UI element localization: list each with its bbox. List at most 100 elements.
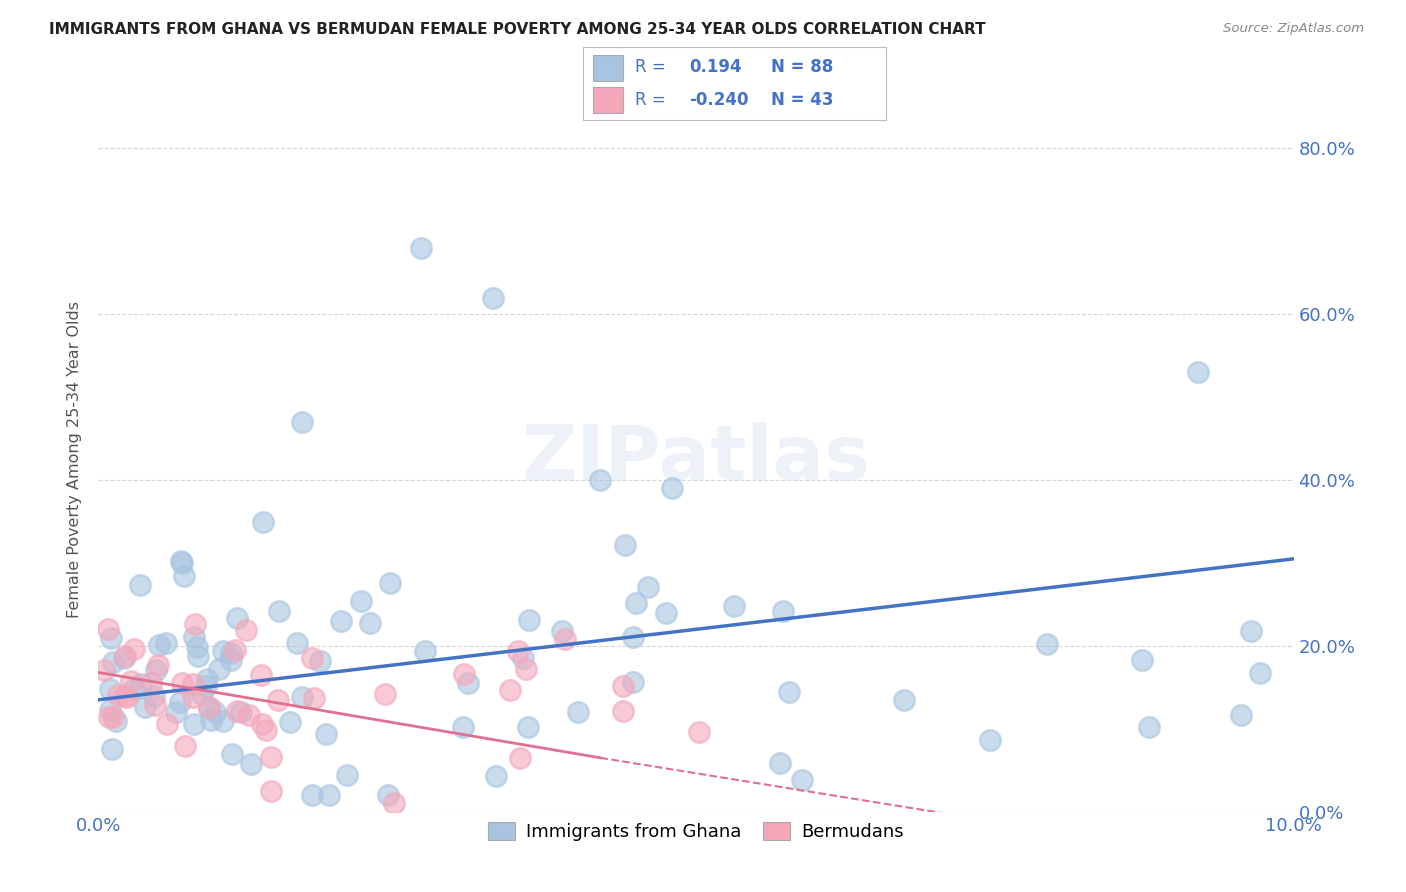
Point (304, 690, 326, 705)
Text: N = 88: N = 88 (770, 58, 834, 77)
Point (145, 663, 167, 677)
Point (98, 710, 121, 724)
Point (238, 708, 260, 723)
Point (173, 569, 195, 583)
Point (143, 690, 166, 704)
Point (979, 733, 1001, 747)
Point (482, 291, 505, 305)
Text: R =: R = (636, 91, 665, 109)
Point (621, 630, 644, 644)
Point (174, 739, 197, 753)
Point (148, 638, 170, 652)
Point (139, 676, 162, 690)
Point (131, 677, 153, 691)
Point (655, 606, 678, 620)
Point (661, 482, 683, 496)
Point (122, 642, 145, 657)
Point (98, 703, 122, 717)
Point (107, 688, 129, 702)
Text: -0.240: -0.240 (689, 91, 749, 109)
Point (93, 663, 115, 677)
Point (183, 630, 205, 644)
Point (1130, 653, 1153, 667)
Point (200, 713, 222, 727)
Point (509, 751, 531, 765)
Point (211, 714, 233, 728)
FancyBboxPatch shape (592, 87, 623, 113)
Point (790, 772, 813, 787)
Point (122, 681, 145, 696)
Text: Source: ZipAtlas.com: Source: ZipAtlas.com (1223, 22, 1364, 36)
Point (453, 667, 475, 681)
Point (249, 667, 271, 681)
Point (612, 704, 634, 718)
Point (186, 640, 208, 655)
Point (97, 622, 120, 636)
Point (1035, 637, 1057, 651)
Text: ZIPatlas: ZIPatlas (522, 423, 870, 496)
Point (112, 651, 135, 665)
Point (318, 788, 340, 802)
Point (183, 677, 205, 691)
Point (637, 580, 659, 594)
Point (170, 675, 193, 690)
Point (411, 241, 433, 255)
Point (104, 714, 127, 728)
Point (517, 613, 540, 627)
Point (181, 690, 204, 705)
Point (329, 614, 352, 628)
Point (336, 767, 359, 781)
Point (301, 788, 323, 802)
Point (115, 690, 138, 704)
Point (219, 646, 242, 660)
Point (250, 717, 273, 731)
Legend: Immigrants from Ghana, Bermudans: Immigrants from Ghana, Bermudans (481, 815, 911, 848)
Text: IMMIGRANTS FROM GHANA VS BERMUDAN FEMALE POVERTY AMONG 25-34 YEAR OLDS CORRELATI: IMMIGRANTS FROM GHANA VS BERMUDAN FEMALE… (49, 22, 986, 37)
Point (621, 675, 644, 690)
Point (156, 716, 179, 731)
Point (239, 757, 262, 772)
Point (769, 756, 792, 770)
Point (624, 595, 647, 609)
Point (143, 698, 166, 712)
Point (688, 725, 710, 739)
Point (224, 642, 246, 657)
Point (451, 720, 474, 734)
Point (772, 604, 794, 618)
Point (169, 695, 191, 709)
Point (101, 741, 124, 756)
Point (280, 714, 302, 729)
Point (260, 784, 283, 798)
Point (285, 636, 308, 650)
Point (515, 662, 537, 676)
Point (374, 688, 396, 702)
Point (101, 655, 124, 669)
Point (184, 617, 207, 632)
Point (120, 673, 142, 688)
Point (103, 709, 125, 723)
Point (170, 554, 193, 568)
Point (252, 515, 274, 529)
Point (499, 682, 522, 697)
Point (114, 649, 136, 664)
Point (212, 644, 235, 658)
Point (551, 624, 574, 639)
Point (723, 599, 745, 613)
Point (114, 689, 136, 703)
Point (195, 679, 218, 693)
Point (267, 693, 290, 707)
Point (517, 720, 540, 734)
Point (554, 632, 576, 647)
Point (197, 700, 219, 714)
Point (170, 556, 193, 570)
Point (612, 679, 634, 693)
FancyBboxPatch shape (592, 54, 623, 81)
Point (208, 662, 231, 676)
Point (225, 704, 247, 718)
Text: 0.194: 0.194 (689, 58, 742, 77)
Point (377, 788, 399, 802)
Point (301, 651, 323, 665)
Point (226, 610, 249, 624)
Point (778, 685, 800, 699)
Point (229, 705, 252, 719)
